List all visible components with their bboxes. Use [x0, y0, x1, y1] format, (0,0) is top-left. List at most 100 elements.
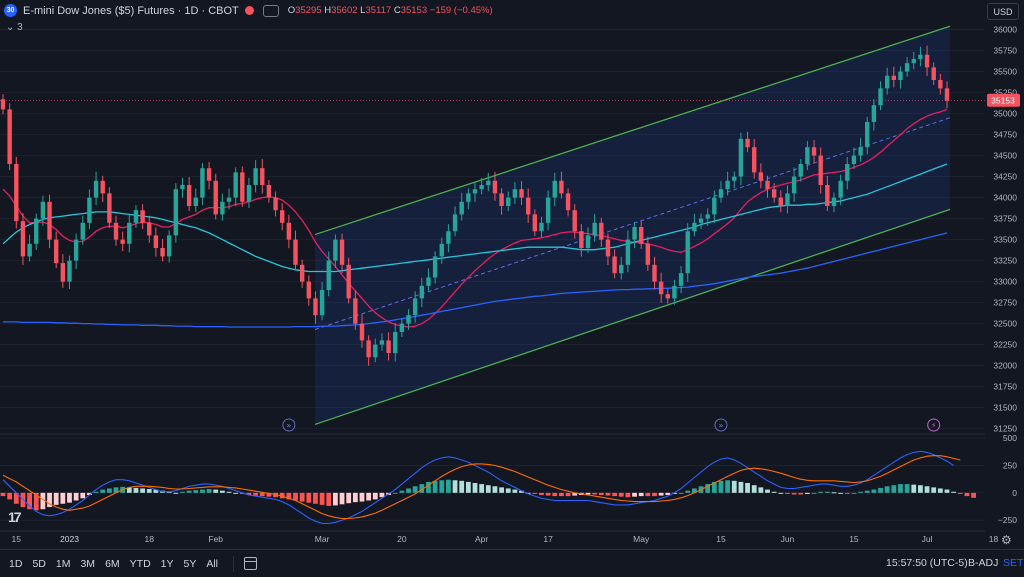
candle-body — [107, 193, 112, 223]
macd-histogram-bar — [951, 491, 957, 493]
candle-body — [393, 332, 398, 354]
macd-histogram-bar — [838, 492, 844, 494]
settlement-toggle[interactable]: SET — [1003, 557, 1024, 569]
gear-icon[interactable]: ⚙ — [1001, 533, 1012, 547]
candle-body — [313, 298, 318, 316]
candle-body — [253, 168, 258, 185]
range-button-6m[interactable]: 6M — [105, 557, 120, 570]
macd-histogram-bar — [505, 488, 511, 493]
symbol-header: 30 E-mini Dow Jones ($5) Futures · 1D · … — [4, 4, 493, 17]
range-button-5y[interactable]: 5Y — [183, 557, 197, 570]
range-button-1m[interactable]: 1M — [55, 557, 71, 570]
moving-averages — [2, 108, 948, 328]
symbol-badge[interactable]: 30 — [4, 4, 17, 17]
symbol-title[interactable]: E-mini Dow Jones ($5) Futures · 1D · CBO… — [23, 4, 239, 17]
range-button-1y[interactable]: 1Y — [160, 557, 174, 570]
toolbar-divider — [233, 555, 235, 572]
macd-histogram-bar — [824, 491, 830, 493]
candle-body — [67, 260, 72, 282]
price-tick-label: 35750 — [993, 46, 1017, 56]
macd-histogram-bar — [731, 480, 737, 493]
macd-line-signal — [2, 455, 961, 520]
macd-histogram-bar — [964, 492, 970, 497]
candle-body — [419, 285, 425, 299]
candle-body — [692, 222, 697, 232]
dividend-marker-2 — [714, 418, 728, 432]
macd-histogram-bar — [725, 480, 731, 493]
macd-histogram-bar — [891, 485, 897, 493]
price-tick-label: 33250 — [993, 256, 1017, 266]
time-axis[interactable]: 15202318FebMar20Apr17May15Jun15Jul18Aug1… — [0, 530, 1024, 544]
event-markers[interactable]: » » ⚡ — [282, 418, 941, 432]
parallel-channel[interactable] — [314, 25, 951, 426]
macd-histogram-bar — [246, 492, 252, 496]
candle-body — [532, 214, 538, 232]
macd-histogram-bar — [818, 491, 824, 493]
macd-histogram-bar — [738, 481, 744, 493]
time-tick-label: 15 — [849, 534, 859, 544]
calendar-icon[interactable] — [244, 557, 258, 570]
candle-body — [34, 218, 39, 244]
candle-body — [585, 235, 591, 249]
candle-body — [446, 231, 451, 244]
candle-body — [246, 184, 252, 202]
candle-body — [645, 243, 651, 265]
badj-toggle[interactable]: B-ADJ — [968, 557, 999, 569]
macd-tick-label: −250 — [998, 515, 1017, 525]
candle-body — [712, 197, 717, 215]
tradingview-logo[interactable]: 17 — [8, 509, 22, 525]
macd-histogram-bar — [618, 492, 624, 497]
candle-body — [87, 197, 92, 223]
macd-histogram-bar — [971, 492, 976, 498]
macd-histogram-bar — [898, 484, 903, 493]
range-button-3m[interactable]: 3M — [80, 557, 96, 570]
macd-histogram-bar — [911, 484, 917, 493]
range-button-5d[interactable]: 5D — [32, 557, 46, 570]
candle-body — [559, 180, 564, 194]
candle-body — [399, 323, 405, 333]
indicators-toggle[interactable]: ⌄ 3 — [6, 22, 23, 33]
macd-histogram-bar — [326, 492, 332, 506]
eye-icon[interactable] — [262, 4, 279, 17]
candle-body — [732, 176, 737, 181]
candle-body — [791, 176, 797, 194]
candle-body — [678, 273, 684, 286]
candle-body — [439, 243, 444, 257]
macd-histogram-bar — [173, 492, 179, 494]
candle-body — [898, 71, 903, 80]
macd-histogram-bar — [372, 492, 378, 500]
range-button-1d[interactable]: 1D — [9, 557, 23, 570]
macd-histogram-bar — [266, 492, 272, 497]
candle-body — [579, 231, 584, 249]
candle-body — [698, 218, 704, 223]
macd-histogram-bar — [924, 486, 930, 493]
macd-histogram-bar — [452, 480, 458, 493]
macd-histogram-bar — [166, 491, 172, 493]
range-button-all[interactable]: All — [206, 557, 219, 570]
price-tick-label: 32000 — [993, 361, 1017, 371]
candle-body — [133, 210, 139, 223]
price-tick-label: 34000 — [993, 193, 1017, 203]
macd-histogram-bar — [758, 487, 764, 493]
range-button-ytd[interactable]: YTD — [129, 557, 151, 570]
candle-body — [685, 231, 690, 274]
candle-body — [592, 222, 597, 236]
macd-histogram-bar — [785, 492, 790, 494]
earnings-marker — [927, 418, 941, 432]
candle-body — [100, 180, 105, 194]
macd-tick-label: 0 — [1012, 488, 1017, 498]
macd-histogram-bar — [711, 481, 717, 493]
candle-body — [20, 221, 26, 257]
candle-body — [858, 147, 863, 156]
macd-histogram-bar — [140, 488, 146, 493]
price-axis[interactable]: 36000 35750 35500 35250 35000 34750 34500 34250… — [985, 0, 1024, 549]
currency-selector[interactable]: USD — [987, 3, 1019, 20]
time-tick-label: 17 — [543, 534, 553, 544]
macd-histogram-bar — [592, 492, 598, 495]
macd-histogram-bar — [658, 492, 664, 496]
candle-body — [452, 214, 458, 232]
candle-body — [825, 184, 830, 206]
clock[interactable]: 15:57:50 (UTC-5) — [886, 557, 968, 569]
time-tick-label: 15 — [12, 534, 22, 544]
